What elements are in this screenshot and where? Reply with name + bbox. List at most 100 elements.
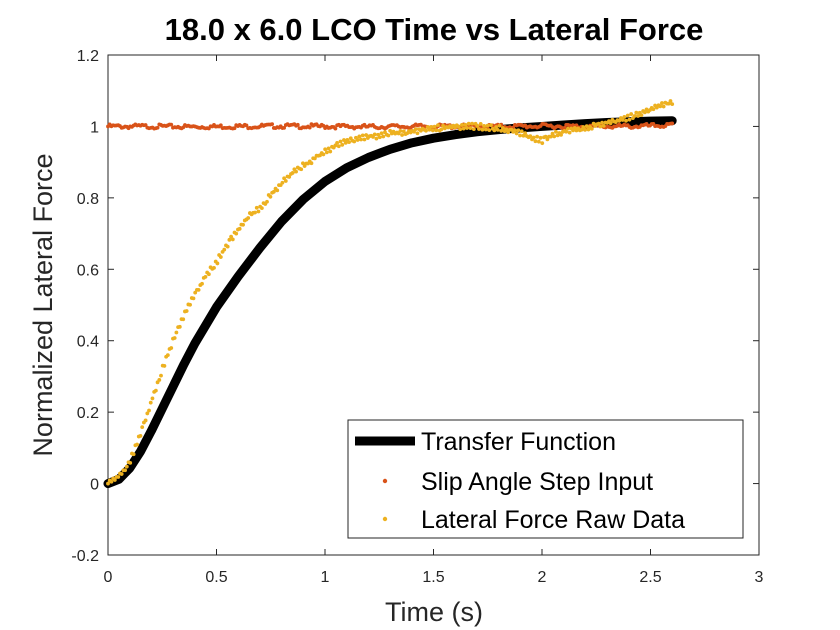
raw-data-point: [222, 247, 227, 252]
y-tick-label: 0.6: [77, 262, 99, 279]
chart-title: 18.0 x 6.0 LCO Time vs Lateral Force: [165, 12, 704, 47]
raw-data-point: [624, 118, 628, 123]
raw-data-point: [622, 115, 627, 119]
raw-data-point: [415, 131, 420, 136]
raw-data-point: [153, 388, 158, 393]
raw-data-point: [241, 222, 245, 227]
raw-data-point: [480, 127, 485, 132]
raw-data-point: [552, 134, 557, 139]
raw-data-point: [584, 124, 589, 128]
raw-data-point: [227, 237, 232, 242]
series-2: [106, 99, 675, 486]
raw-data-point: [513, 128, 517, 133]
raw-data-point: [627, 117, 632, 122]
raw-data-point: [658, 104, 663, 109]
raw-data-point: [112, 478, 117, 482]
legend-label-slip-angle: Slip Angle Step Input: [421, 468, 653, 496]
raw-data-point: [342, 138, 346, 142]
raw-data-point: [374, 136, 379, 141]
raw-data-point: [181, 317, 186, 322]
raw-data-point: [360, 133, 365, 138]
slip-angle-point: [282, 125, 286, 130]
raw-data-point: [466, 121, 471, 126]
raw-data-point: [138, 434, 143, 438]
raw-data-point: [237, 226, 242, 231]
raw-data-point: [504, 127, 509, 132]
series-layer: [103, 99, 677, 489]
raw-data-point: [301, 161, 305, 166]
slip-angle-point: [244, 123, 249, 128]
raw-data-point: [124, 464, 129, 469]
y-axis-label: Normalized Lateral Force: [28, 153, 58, 456]
raw-data-point: [465, 126, 469, 130]
raw-data-point: [461, 126, 466, 131]
raw-data-point: [309, 161, 314, 166]
raw-data-point: [299, 167, 304, 172]
raw-data-point: [430, 128, 435, 133]
raw-data-point: [280, 180, 285, 185]
axis-ticks: 0 0.5 1 1.5 2 2.5 3 -0.2 0 0.2 0.4 0.6 0.8 1 1.2: [71, 48, 763, 586]
raw-data-point: [477, 127, 481, 131]
raw-data-point: [206, 272, 211, 277]
raw-data-point: [254, 205, 259, 210]
raw-data-point: [253, 210, 257, 215]
raw-data-point: [548, 134, 553, 139]
raw-data-point: [492, 128, 497, 133]
raw-data-point: [439, 127, 444, 132]
raw-data-point: [564, 129, 569, 134]
raw-data-point: [589, 126, 594, 131]
raw-data-point: [620, 118, 625, 122]
raw-data-point: [413, 127, 418, 131]
series-0: [103, 116, 677, 489]
raw-data-point: [215, 261, 220, 266]
raw-data-point: [355, 138, 360, 142]
raw-data-point: [326, 146, 331, 151]
raw-data-point: [429, 124, 434, 129]
raw-data-point: [494, 125, 498, 129]
raw-data-point: [131, 452, 136, 457]
raw-data-point: [559, 133, 563, 137]
raw-data-point: [629, 112, 634, 116]
raw-data-point: [608, 121, 613, 126]
slip-angle-point: [333, 126, 338, 131]
raw-data-point: [533, 139, 538, 144]
y-tick-label: 0.4: [77, 334, 99, 351]
raw-data-point: [200, 281, 204, 286]
raw-data-point: [514, 131, 519, 136]
raw-data-point: [566, 126, 570, 131]
raw-data-point: [290, 171, 295, 175]
legend: Transfer Function Slip Angle Step Input …: [347, 419, 744, 539]
raw-data-point: [489, 123, 493, 127]
y-tick-label: 0.2: [77, 405, 99, 422]
slip-angle-point: [307, 125, 312, 130]
raw-data-point: [328, 149, 333, 154]
raw-data-point: [246, 216, 251, 220]
slip-angle-point: [270, 122, 275, 127]
raw-data-point: [256, 209, 261, 214]
legend-label-raw-data: Lateral Force Raw Data: [421, 506, 685, 534]
raw-data-point: [639, 113, 644, 117]
raw-data-point: [109, 479, 114, 484]
raw-data-point: [471, 127, 476, 132]
raw-data-point: [427, 127, 432, 132]
raw-data-point: [364, 133, 369, 137]
raw-data-point: [400, 133, 404, 137]
raw-data-point: [601, 123, 606, 128]
raw-data-point: [670, 102, 675, 107]
raw-data-point: [519, 129, 524, 134]
raw-data-point: [642, 110, 647, 115]
raw-data-point: [140, 425, 145, 430]
raw-data-point: [162, 364, 167, 368]
raw-data-point: [495, 127, 500, 132]
raw-data-point: [229, 234, 234, 239]
raw-data-point: [651, 107, 656, 112]
raw-data-point: [335, 140, 339, 145]
raw-data-point: [460, 123, 464, 127]
raw-data-point: [531, 135, 536, 140]
raw-data-point: [636, 114, 640, 118]
raw-data-point: [581, 125, 586, 129]
raw-data-point: [283, 179, 288, 183]
raw-data-point: [432, 124, 437, 129]
legend-swatch-raw-data: [382, 516, 388, 522]
